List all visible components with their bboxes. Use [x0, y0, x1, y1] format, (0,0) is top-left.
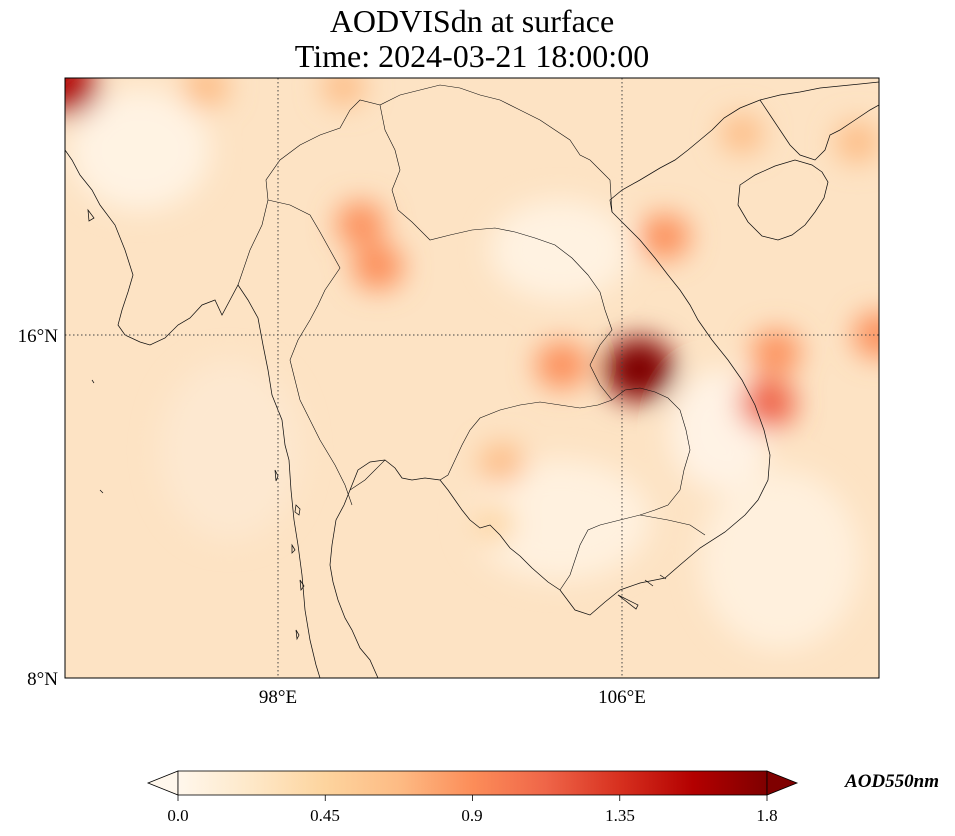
coastline-myanmar-west [65, 149, 321, 678]
aod-hotspot-5 [739, 378, 797, 430]
aod-hotspot-1 [535, 341, 588, 389]
title-line-1: AODVISdn at surface [329, 3, 615, 39]
colorbar-tick-label-3: 1.35 [605, 806, 635, 825]
colorbar-tick-label-1: 0.45 [310, 806, 340, 825]
aod-hotspot-10 [322, 78, 365, 106]
aod-field [65, 78, 879, 678]
aod-hotspot-layer [65, 78, 879, 650]
title-line-2: Time: 2024-03-21 18:00:00 [294, 38, 650, 74]
aod-hotspot-3 [336, 201, 385, 246]
aod-hotspot-13 [720, 114, 764, 153]
colorbar-units-label: AOD550nm [844, 771, 939, 792]
coastline-vietnam [559, 81, 879, 616]
ytick-8n: 8°N [27, 669, 58, 690]
andaman-islands [87, 208, 305, 641]
colorbar: 0.0 0.45 0.9 1.35 1.8 AOD550nm [146, 770, 939, 825]
aod-hotspot-4 [639, 214, 690, 259]
aod-hotspot-8 [65, 78, 100, 116]
aod-hotspot-11 [479, 443, 525, 484]
aod-hotspot-0 [603, 337, 675, 402]
xtick-106e: 106°E [598, 687, 646, 708]
map-title: AODVISdn at surface Time: 2024-03-21 18:… [0, 4, 944, 74]
map-frame [64, 77, 880, 679]
colorbar-gradient [177, 770, 768, 796]
colorbar-tick-label-4: 1.8 [756, 806, 777, 825]
aod-hotspot-14 [835, 122, 879, 163]
colorbar-extend-max [766, 770, 799, 796]
xtick-98e: 98°E [259, 687, 297, 708]
coastline-gulf-of-thailand [329, 459, 561, 678]
aod-hotspot-2 [352, 243, 404, 290]
colorbar-tick-label-2: 0.9 [461, 806, 482, 825]
coastline-leizhou [759, 99, 879, 161]
coastline-hainan [737, 159, 829, 241]
colorbar-ticks [177, 795, 768, 801]
colorbar-extend-min [146, 770, 179, 796]
aod-hotspot-6 [751, 330, 801, 375]
country-borders [237, 84, 706, 591]
aod-hotspot-9 [183, 78, 229, 107]
colorbar-tick-label-0: 0.0 [167, 806, 188, 825]
map-features [65, 81, 879, 678]
aod-hotspot-12 [472, 505, 515, 543]
gridlines [65, 78, 879, 678]
ytick-16n: 16°N [18, 326, 59, 347]
